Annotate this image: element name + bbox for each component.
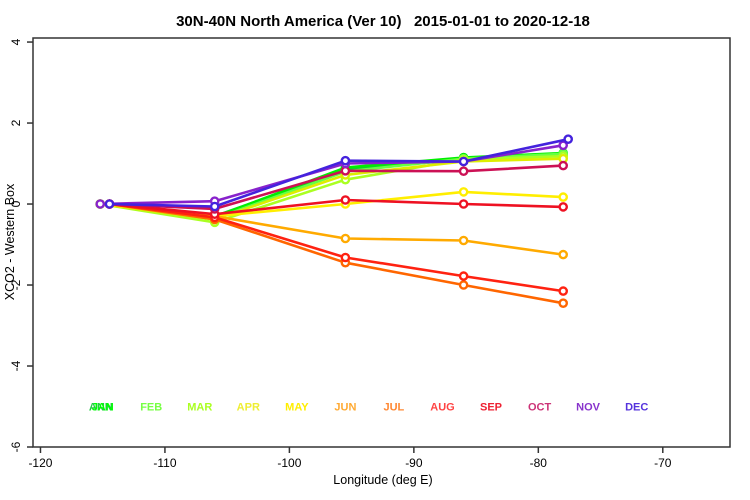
month-label-JUN: JUN (334, 402, 356, 414)
y-tick-label: -4 (9, 360, 23, 371)
x-tick-label: -110 (153, 456, 176, 470)
month-label-JUL: JUL (384, 402, 405, 414)
month-label-AUG: AUG (430, 402, 454, 414)
series-marker-JUL (558, 298, 569, 309)
series-marker-AUG (558, 286, 569, 296)
x-tick-label: -80 (530, 456, 548, 470)
series-marker-JUL (458, 280, 469, 290)
series-marker-DEC (340, 155, 351, 166)
month-label-MAR: MAR (187, 402, 212, 414)
series-marker-DEC (209, 201, 220, 212)
month-label-MAY: MAY (285, 402, 309, 414)
series-marker-AUG (340, 252, 351, 263)
y-tick-label: 0 (9, 200, 23, 207)
x-tick-label: -90 (405, 456, 423, 470)
month-label-ANN: ANN (89, 402, 113, 414)
y-tick-label: -2 (9, 279, 23, 290)
x-tick-label: -120 (28, 456, 52, 470)
month-label-FEB: FEB (140, 402, 162, 414)
series-marker-JUN (458, 235, 469, 246)
month-label-OCT: OCT (528, 402, 552, 414)
plot-frame (32, 37, 731, 448)
axes-group: -120 -110 -100 -90 -80 -70 -6 -4 -2 0 2 4 (9, 38, 672, 470)
series-marker-JUN (340, 233, 351, 244)
series-marker-JUN (558, 249, 569, 260)
series-marker-DEC (104, 199, 115, 209)
y-tick-label: -6 (9, 441, 23, 452)
series-marker-AUG (458, 271, 469, 281)
x-axis-label: Longitude (deg E) (333, 473, 432, 487)
series-marker-MAY (558, 192, 569, 202)
month-label-APR: APR (237, 402, 260, 414)
series-marker-SEP (340, 195, 351, 205)
series-marker-SEP (558, 202, 569, 212)
month-label-DEC: DEC (625, 402, 648, 414)
series-marker-DEC (563, 134, 574, 144)
x-tick-label: -70 (654, 456, 672, 470)
month-label-NOV: NOV (576, 402, 601, 414)
series-marker-MAY (458, 187, 469, 197)
y-tick-label: 2 (9, 119, 23, 126)
y-axis-label: XCO2 - Western Box (3, 183, 17, 300)
series-marker-NOV (558, 140, 569, 151)
series-marker-OCT (558, 160, 569, 171)
y-tick-label: 4 (9, 38, 23, 45)
series-marker-SEP (458, 199, 469, 209)
x-tick-label: -100 (277, 456, 301, 470)
series-marker-NOV (95, 199, 105, 209)
series-group (95, 134, 574, 309)
chart-title: 30N-40N North America (Ver 10) 2015-01-0… (176, 13, 590, 30)
series-marker-DEC (458, 156, 469, 167)
month-label-SEP: SEP (480, 402, 502, 414)
series-marker-OCT (458, 166, 469, 176)
month-label-JAN: JAN (92, 402, 114, 414)
